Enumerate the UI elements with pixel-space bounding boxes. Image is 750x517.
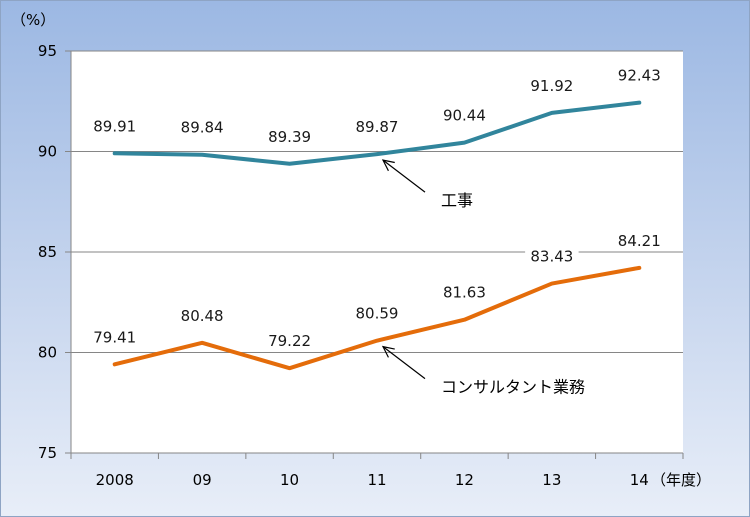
data-label: 89.39 (268, 128, 311, 146)
series-line-1 (112, 100, 642, 166)
x-tick-label: 09 (193, 471, 212, 489)
data-label-bg (350, 117, 404, 138)
callout-arrowhead (381, 159, 395, 172)
callout-line (382, 346, 426, 380)
x-tick-label: 13 (542, 471, 561, 489)
x-tick-label: 10 (280, 471, 299, 489)
y-axis-unit: （%） (11, 11, 55, 29)
series-line-2 (112, 265, 642, 371)
y-tick-label: 80 (38, 344, 57, 362)
x-tick-label: 2008 (96, 471, 134, 489)
data-label-bg (262, 331, 317, 352)
y-tick-label: 75 (38, 444, 57, 462)
x-axis-unit: （年度） (651, 471, 711, 489)
y-tick-label: 90 (38, 143, 57, 161)
data-label: 81.63 (443, 284, 486, 302)
data-label-bg (437, 282, 492, 303)
data-label-bg (175, 117, 229, 138)
data-label-bg (612, 230, 667, 251)
data-label-bg (525, 246, 579, 267)
y-tick-label: 95 (38, 42, 57, 60)
callout-arrowhead (381, 345, 395, 358)
x-tick-label: 14 (630, 471, 649, 489)
x-tick-label: 12 (455, 471, 474, 489)
data-label-bg (525, 75, 579, 96)
y-tick-label: 85 (38, 243, 57, 261)
data-label: 91.92 (530, 77, 573, 95)
data-label: 83.43 (530, 248, 573, 266)
data-label: 89.91 (93, 117, 136, 135)
data-label: 84.21 (618, 232, 661, 250)
data-label-bg (175, 305, 229, 326)
callout-line (382, 159, 426, 193)
data-label: 80.48 (181, 307, 224, 325)
data-label-bg (262, 126, 317, 147)
data-label: 79.22 (268, 332, 311, 350)
data-label-bg (87, 327, 142, 348)
data-label: 80.59 (356, 305, 399, 323)
series-name-callout: コンサルタント業務 (441, 378, 585, 397)
data-label-bg (87, 116, 142, 137)
data-label: 79.41 (93, 328, 136, 346)
x-tick-label: 11 (367, 471, 386, 489)
data-label-bg (350, 303, 404, 324)
data-label: 90.44 (443, 107, 486, 125)
data-label-bg (612, 65, 667, 86)
data-label: 92.43 (618, 67, 661, 85)
data-label: 89.87 (356, 118, 399, 136)
series-name-callout: 工事 (441, 191, 473, 210)
data-label-bg (437, 105, 492, 126)
data-label: 89.84 (181, 119, 224, 137)
